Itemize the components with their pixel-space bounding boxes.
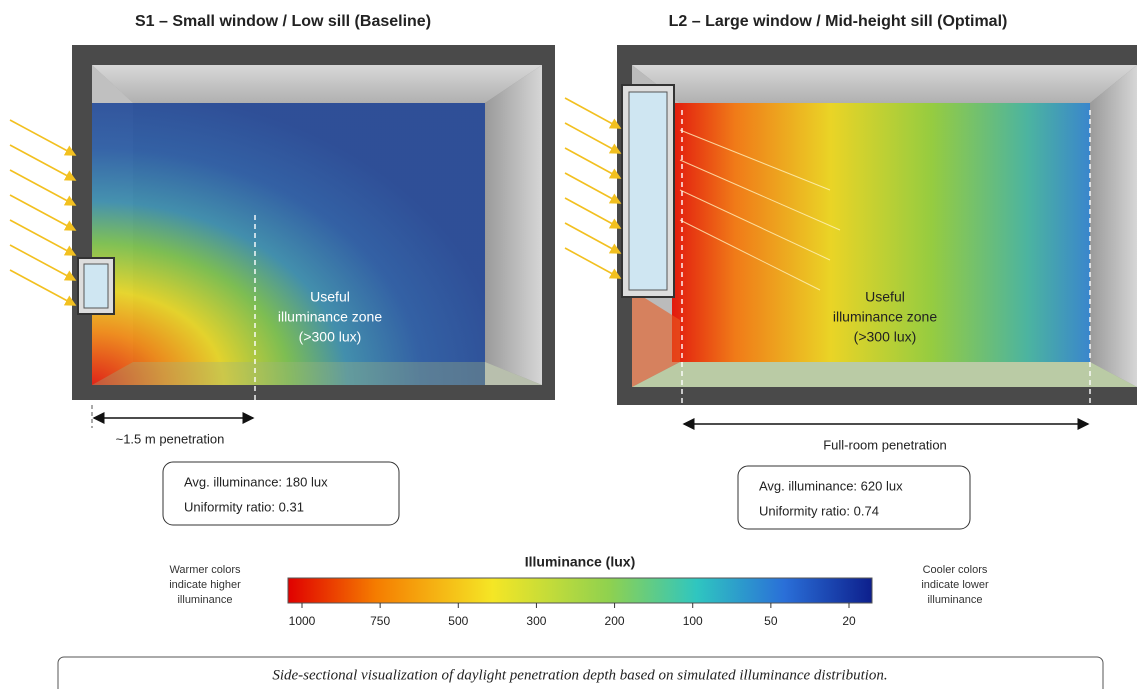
stat: Uniformity ratio: 0.74 bbox=[759, 503, 879, 518]
stat: Avg. illuminance: 180 lux bbox=[184, 474, 328, 489]
colorbar-tick-label: 750 bbox=[370, 614, 390, 628]
diagram: S1 – Small window / Low sill (Baseline) … bbox=[0, 0, 1137, 689]
stat: Avg. illuminance: 620 lux bbox=[759, 478, 903, 493]
colorbar-tick-label: 50 bbox=[764, 614, 778, 628]
colorbar-tick-label: 300 bbox=[526, 614, 546, 628]
legend-note: Cooler colors bbox=[923, 564, 988, 576]
zone-label: Useful bbox=[865, 289, 905, 305]
legend-note: illuminance bbox=[927, 594, 982, 606]
panel-title: L2 – Large window / Mid-height sill (Opt… bbox=[669, 13, 1008, 30]
zone-label: illuminance zone bbox=[833, 309, 937, 325]
colorbar-tick-label: 200 bbox=[605, 614, 625, 628]
sun-rays bbox=[10, 120, 75, 305]
legend-note: Warmer colors bbox=[169, 564, 241, 576]
sun-rays bbox=[565, 98, 620, 278]
caption: Side-sectional visualization of daylight… bbox=[272, 667, 887, 683]
zone-label: (>300 lux) bbox=[854, 329, 917, 345]
colorbar bbox=[288, 578, 872, 603]
colorbar-tick-label: 20 bbox=[842, 614, 856, 628]
panel-title: S1 – Small window / Low sill (Baseline) bbox=[135, 13, 431, 30]
legend-title: Illuminance (lux) bbox=[525, 554, 635, 570]
stat: Uniformity ratio: 0.31 bbox=[184, 499, 304, 514]
room-left bbox=[72, 45, 555, 400]
penetration-label: ~1.5 m penetration bbox=[116, 431, 225, 446]
legend-note: indicate higher bbox=[169, 579, 241, 591]
legend-note: indicate lower bbox=[921, 579, 989, 591]
stats-box bbox=[738, 466, 970, 529]
zone-label: illuminance zone bbox=[278, 309, 382, 325]
colorbar-tick-label: 1000 bbox=[289, 614, 316, 628]
room-right bbox=[617, 45, 1137, 405]
zone-label: Useful bbox=[310, 289, 350, 305]
stats-box bbox=[163, 462, 399, 525]
penetration-label: Full-room penetration bbox=[823, 437, 947, 452]
zone-label: (>300 lux) bbox=[299, 329, 362, 345]
legend-note: illuminance bbox=[177, 594, 232, 606]
colorbar-tick-label: 500 bbox=[448, 614, 468, 628]
colorbar-tick-label: 100 bbox=[683, 614, 703, 628]
